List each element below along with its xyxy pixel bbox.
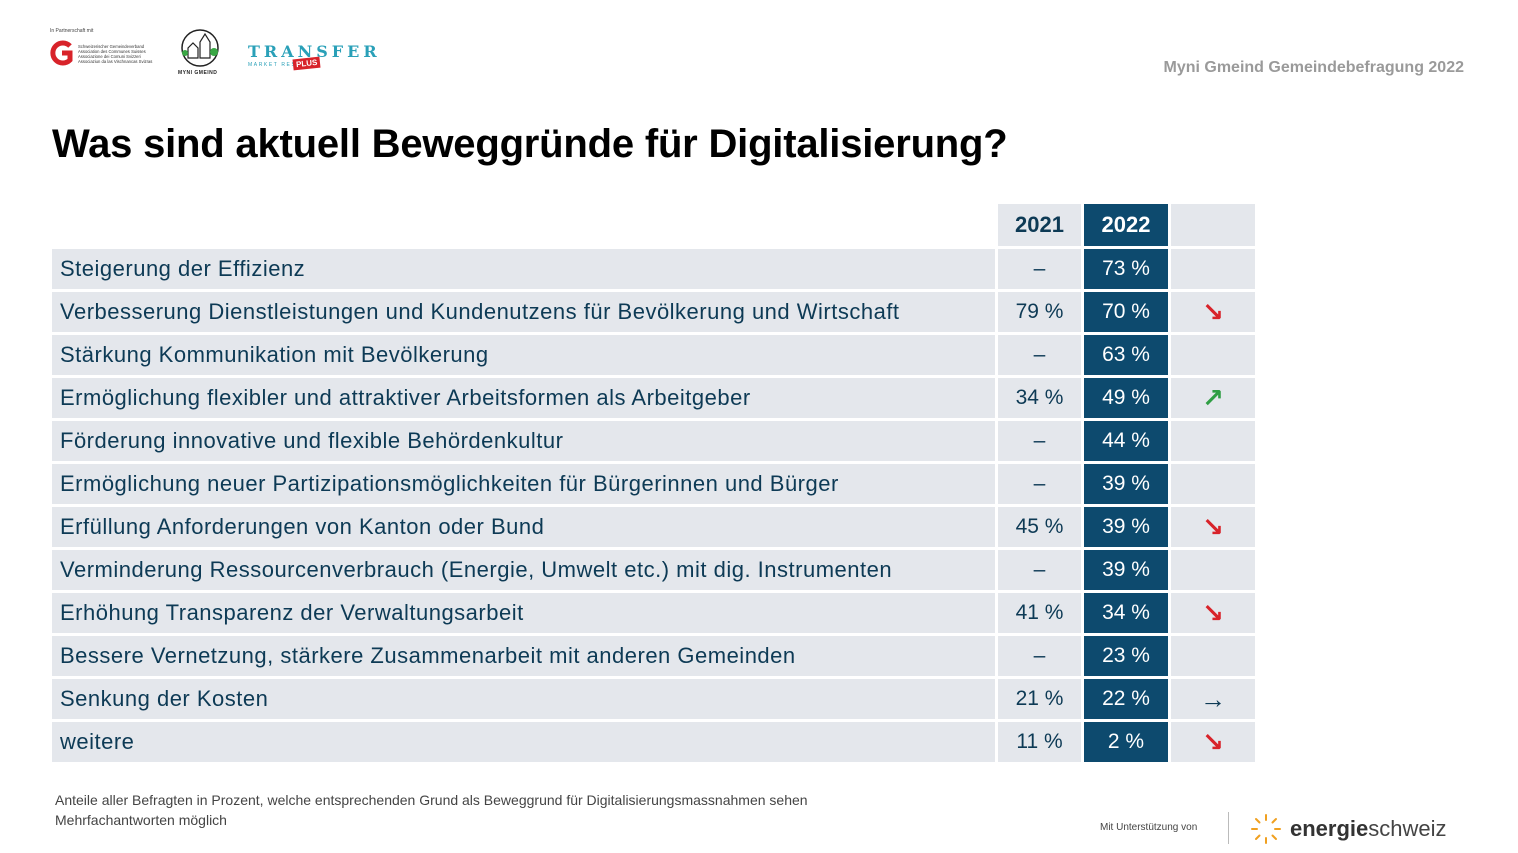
row-label: Erfüllung Anforderungen von Kanton oder … xyxy=(52,507,995,547)
support-label: Mit Unterstützung von xyxy=(1100,822,1198,833)
column-header-2021: 2021 xyxy=(998,204,1081,246)
trend-empty xyxy=(1171,636,1255,676)
value-2021: 21 % xyxy=(998,679,1081,719)
transfer-logo: TRANSFER MARKET RESEARCH PLUS xyxy=(248,42,378,72)
table-row: Ermöglichung neuer Partizipationsmöglich… xyxy=(52,464,1255,504)
row-label: weitere xyxy=(52,722,995,762)
myni-caption: MYNI GMEIND xyxy=(178,70,218,76)
row-label: Bessere Vernetzung, stärkere Zusammenarb… xyxy=(52,636,995,676)
table-row: Senkung der Kosten 21 % 22 % → xyxy=(52,679,1255,719)
trend-down-icon: ↘ xyxy=(1171,722,1255,762)
value-2021: 11 % xyxy=(998,722,1081,762)
row-label: Senkung der Kosten xyxy=(52,679,995,719)
sun-icon xyxy=(1251,814,1281,844)
energieschweiz-wordmark: energieschweiz xyxy=(1290,816,1447,841)
value-2022: 39 % xyxy=(1084,464,1168,504)
table-body: Steigerung der Effizienz –73 % Verbesserun… xyxy=(52,249,1255,762)
value-2021: – xyxy=(998,421,1081,461)
partner-logos: In Partnerschaft mit Schweizerischer Gem… xyxy=(48,28,377,78)
value-2022: 49 % xyxy=(1084,378,1168,418)
page-title: Was sind aktuell Beweggründe für Digital… xyxy=(52,122,1008,166)
value-2021: 34 % xyxy=(998,378,1081,418)
row-label: Erhöhung Transparenz der Verwaltungsarbe… xyxy=(52,593,995,633)
value-2022: 23 % xyxy=(1084,636,1168,676)
value-2021: – xyxy=(998,335,1081,375)
trend-empty xyxy=(1171,550,1255,590)
row-label: Verminderung Ressourcenverbrauch (Energi… xyxy=(52,550,995,590)
table-row: Steigerung der Effizienz –73 % xyxy=(52,249,1255,289)
value-2022: 44 % xyxy=(1084,421,1168,461)
value-2021: 79 % xyxy=(998,292,1081,332)
footnote-line-1: Anteile aller Befragten in Prozent, welc… xyxy=(55,792,808,808)
value-2022: 2 % xyxy=(1084,722,1168,762)
transfer-wordmark: TRANSFER xyxy=(248,42,381,61)
value-2022: 39 % xyxy=(1084,507,1168,547)
trend-empty xyxy=(1171,335,1255,375)
table-row: Verminderung Ressourcenverbrauch (Energi… xyxy=(52,550,1255,590)
value-2021: – xyxy=(998,636,1081,676)
table-header: 2021 2022 xyxy=(52,204,1255,246)
sgv-lines: Schweizerischer Gemeindeverband Associat… xyxy=(78,44,153,64)
value-2021: – xyxy=(998,464,1081,504)
value-2021: 41 % xyxy=(998,593,1081,633)
reasons-table: 2021 2022 Steigerung der Effizienz –73 % V… xyxy=(52,204,1255,762)
trend-empty xyxy=(1171,464,1255,504)
transfer-subline: MARKET RESEARCH xyxy=(248,62,322,68)
footnote-line-2: Mehrfachantworten möglich xyxy=(55,812,227,828)
myni-gmeind-logo: MYNI GMEIND xyxy=(174,28,226,76)
sgv-logo: In Partnerschaft mit Schweizerischer Gem… xyxy=(48,28,158,73)
footnote: Anteile aller Befragten in Prozent, welc… xyxy=(55,790,808,830)
value-2021: – xyxy=(998,249,1081,289)
row-label: Ermöglichung flexibler und attraktiver A… xyxy=(52,378,995,418)
value-2022: 73 % xyxy=(1084,249,1168,289)
table-row: Förderung innovative und flexible Behörd… xyxy=(52,421,1255,461)
trend-empty xyxy=(1171,249,1255,289)
value-2022: 70 % xyxy=(1084,292,1168,332)
value-2022: 39 % xyxy=(1084,550,1168,590)
value-2022: 22 % xyxy=(1084,679,1168,719)
row-label: Verbesserung Dienstleistungen und Kunden… xyxy=(52,292,995,332)
table-row: Erhöhung Transparenz der Verwaltungsarbe… xyxy=(52,593,1255,633)
trend-flat-icon: → xyxy=(1171,679,1255,719)
trend-up-icon: ↗ xyxy=(1171,378,1255,418)
row-label: Förderung innovative und flexible Behörd… xyxy=(52,421,995,461)
value-2021: 45 % xyxy=(998,507,1081,547)
row-label: Stärkung Kommunikation mit Bevölkerung xyxy=(52,335,995,375)
trend-down-icon: ↘ xyxy=(1171,292,1255,332)
survey-label: Myni Gmeind Gemeindebefragung 2022 xyxy=(1163,59,1464,76)
partner-note: In Partnerschaft mit xyxy=(50,28,94,34)
table-row: Ermöglichung flexibler und attraktiver A… xyxy=(52,378,1255,418)
village-icon xyxy=(181,29,219,67)
transfer-plus-badge: PLUS xyxy=(292,56,321,71)
table-row: Erfüllung Anforderungen von Kanton oder … xyxy=(52,507,1255,547)
sgv-logo-icon xyxy=(50,40,73,66)
trend-empty xyxy=(1171,421,1255,461)
trend-down-icon: ↘ xyxy=(1171,507,1255,547)
value-2022: 63 % xyxy=(1084,335,1168,375)
row-label: Ermöglichung neuer Partizipationsmöglich… xyxy=(52,464,995,504)
row-label: Steigerung der Effizienz xyxy=(52,249,995,289)
energieschweiz-logo: energieschweiz xyxy=(1250,812,1447,846)
value-2021: – xyxy=(998,550,1081,590)
table-row: Bessere Vernetzung, stärkere Zusammenarb… xyxy=(52,636,1255,676)
trend-down-icon: ↘ xyxy=(1171,593,1255,633)
table-row: weitere 11 % 2 % ↘ xyxy=(52,722,1255,762)
table-row: Stärkung Kommunikation mit Bevölkerung –6… xyxy=(52,335,1255,375)
footer-divider xyxy=(1228,812,1229,844)
table-row: Verbesserung Dienstleistungen und Kunden… xyxy=(52,292,1255,332)
column-header-2022: 2022 xyxy=(1084,204,1168,246)
value-2022: 34 % xyxy=(1084,593,1168,633)
column-header-trend xyxy=(1171,204,1255,246)
